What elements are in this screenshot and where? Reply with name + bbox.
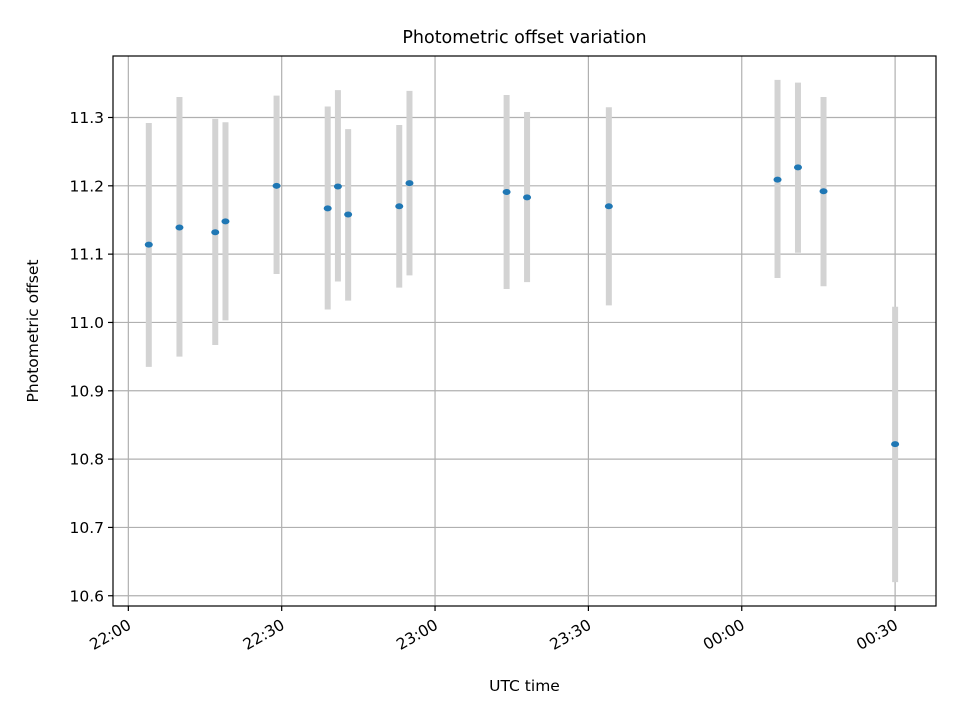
y-tick-label: 10.8 (69, 451, 104, 469)
point-layer (144, 164, 900, 448)
data-point (523, 194, 532, 201)
data-point (323, 205, 332, 212)
data-point (211, 229, 220, 236)
data-point (773, 176, 782, 183)
y-axis-ticks: 10.6 10.7 10.8 10.9 11.0 11.1 11.2 11.3 (69, 109, 113, 605)
y-tick-label: 11.1 (69, 246, 104, 264)
data-point (144, 241, 153, 248)
data-point (502, 188, 511, 195)
x-axis-label: UTC time (489, 677, 560, 695)
y-tick-label: 11.3 (69, 109, 104, 127)
y-tick-label: 10.7 (69, 519, 104, 537)
y-axis-label: Photometric offset (24, 260, 42, 403)
data-point (604, 203, 613, 210)
data-point (175, 224, 184, 231)
chart-title: Photometric offset variation (402, 28, 646, 48)
y-tick-label: 10.6 (69, 587, 104, 605)
plot-area-frame (112, 55, 937, 607)
data-point (344, 211, 353, 218)
data-point (395, 203, 404, 210)
data-point (405, 180, 414, 187)
y-tick-label: 11.0 (69, 314, 104, 332)
data-point (891, 441, 900, 448)
y-tick-label: 10.9 (69, 382, 104, 400)
y-tick-label: 11.2 (69, 177, 104, 195)
data-point (221, 218, 230, 225)
data-point (793, 164, 802, 171)
data-point (819, 188, 828, 195)
data-point (333, 183, 342, 190)
data-point (272, 182, 281, 189)
